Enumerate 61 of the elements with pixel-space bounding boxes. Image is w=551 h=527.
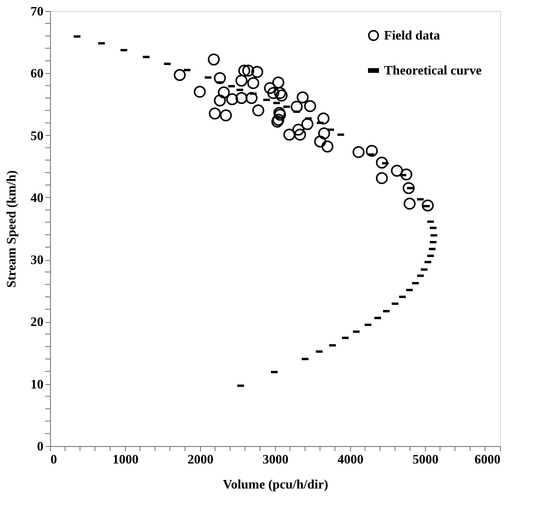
point [214, 72, 226, 84]
point [404, 198, 416, 210]
point [376, 172, 388, 184]
point [267, 87, 280, 100]
y-tick-label: 30 [30, 252, 44, 268]
point [376, 156, 388, 169]
point [292, 124, 304, 136]
y-tick-label: 50 [30, 128, 44, 143]
point [194, 86, 206, 98]
point [290, 100, 303, 113]
point [214, 94, 226, 106]
point [314, 136, 326, 148]
point [402, 182, 415, 194]
point [208, 108, 221, 120]
y-tick-label: 70 [30, 4, 44, 18]
point [174, 69, 186, 81]
point [235, 74, 248, 87]
point [246, 92, 258, 104]
point [247, 77, 260, 90]
legend-label: Theoretical curve [384, 62, 482, 78]
point [296, 91, 309, 104]
x-tick-label: 5000 [412, 452, 438, 466]
point [226, 93, 238, 106]
point [251, 66, 264, 78]
legend-label: Field data [384, 28, 440, 42]
y-tick-label: 60 [30, 66, 44, 81]
point [294, 128, 306, 141]
x-tick-label: 3000 [262, 452, 288, 466]
point [208, 53, 220, 66]
y-tick-label: 0 [37, 438, 44, 454]
x-axis-title: Volume (pcu/h/dir) [222, 476, 328, 492]
point [218, 86, 230, 98]
y-tick-label: 10 [30, 376, 44, 392]
point [276, 90, 288, 102]
x-tick-label: 2000 [188, 452, 214, 466]
x-tick-label: 4000 [338, 452, 364, 466]
point [318, 127, 330, 140]
point [264, 82, 276, 94]
point [235, 92, 248, 104]
point [301, 118, 314, 130]
point [390, 164, 403, 177]
y-tick-label: 40 [30, 190, 44, 205]
x-tick-label: 6000 [474, 452, 500, 466]
point [283, 128, 296, 141]
point [317, 112, 330, 124]
point [422, 200, 434, 212]
point [274, 87, 286, 100]
point [352, 146, 365, 158]
y-axis-title: Stream Speed (km/h) [4, 170, 18, 288]
y-tick-label: 20 [30, 314, 44, 330]
point [321, 140, 334, 152]
point [242, 64, 254, 77]
x-tick-label: 1000 [112, 452, 138, 466]
point [272, 76, 284, 88]
point [252, 104, 264, 116]
point [400, 168, 412, 180]
point [304, 100, 316, 112]
point [366, 144, 378, 157]
x-tick-label: 0 [50, 452, 57, 466]
point [238, 64, 250, 77]
point [220, 109, 232, 122]
